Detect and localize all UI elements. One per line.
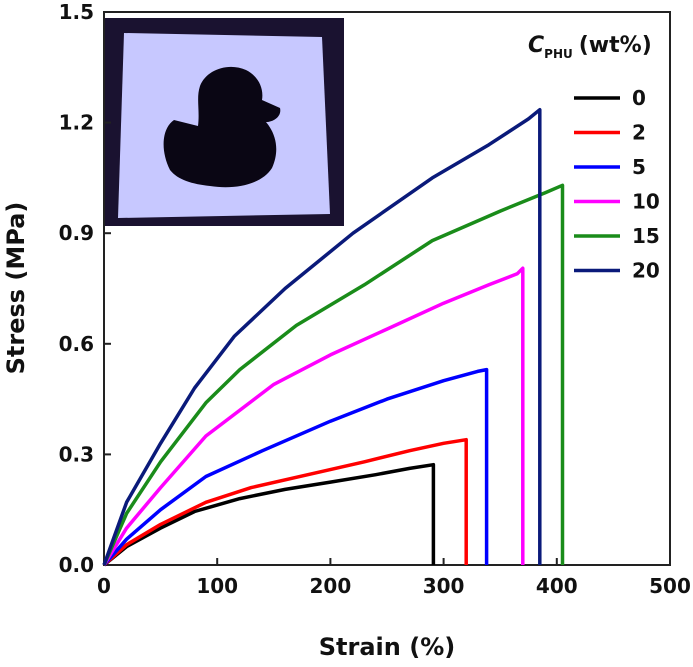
x-tick-label: 400 [536, 574, 578, 598]
series-line-10 [102, 266, 525, 566]
legend-label-5: 5 [632, 155, 646, 179]
inset-duck-cutout [163, 66, 281, 188]
legend-title-unit: (wt%) [579, 33, 652, 58]
legend: CPHU (wt%) 0 2 5 10 15 20 [528, 33, 660, 283]
y-tick-label: 0.9 [59, 221, 94, 245]
y-axis-title: Stress (MPa) [2, 202, 30, 375]
inset-photo [104, 18, 344, 226]
y-tick-label: 1.5 [59, 0, 94, 24]
series-layer [102, 107, 565, 567]
legend-label-20: 20 [632, 259, 660, 283]
x-tick-label: 0 [97, 574, 111, 598]
x-tick-label: 200 [310, 574, 352, 598]
legend-label-2: 2 [632, 121, 646, 145]
y-tick-label: 1.2 [59, 111, 94, 135]
y-tick-label: 0.6 [59, 332, 94, 356]
plot-frame [103, 11, 671, 566]
x-tick-label: 100 [196, 574, 238, 598]
legend-label-0: 0 [632, 86, 646, 110]
y-tick-label: 0.0 [59, 553, 94, 577]
series-line-15 [102, 183, 565, 566]
legend-title-sub: PHU [544, 47, 573, 61]
series-line-5 [102, 367, 489, 567]
series-line-20 [102, 107, 542, 566]
x-tick-label: 300 [423, 574, 465, 598]
series-line-0 [102, 462, 436, 567]
series-line-2 [102, 437, 468, 567]
legend-title-main: C [528, 33, 544, 58]
x-axis-title: Strain (%) [319, 633, 455, 661]
x-tick-label: 500 [649, 574, 691, 598]
legend-label-15: 15 [632, 224, 660, 248]
legend-label-10: 10 [632, 190, 660, 214]
legend-title: CPHU (wt%) [528, 33, 652, 61]
y-tick-label: 0.3 [59, 442, 94, 466]
